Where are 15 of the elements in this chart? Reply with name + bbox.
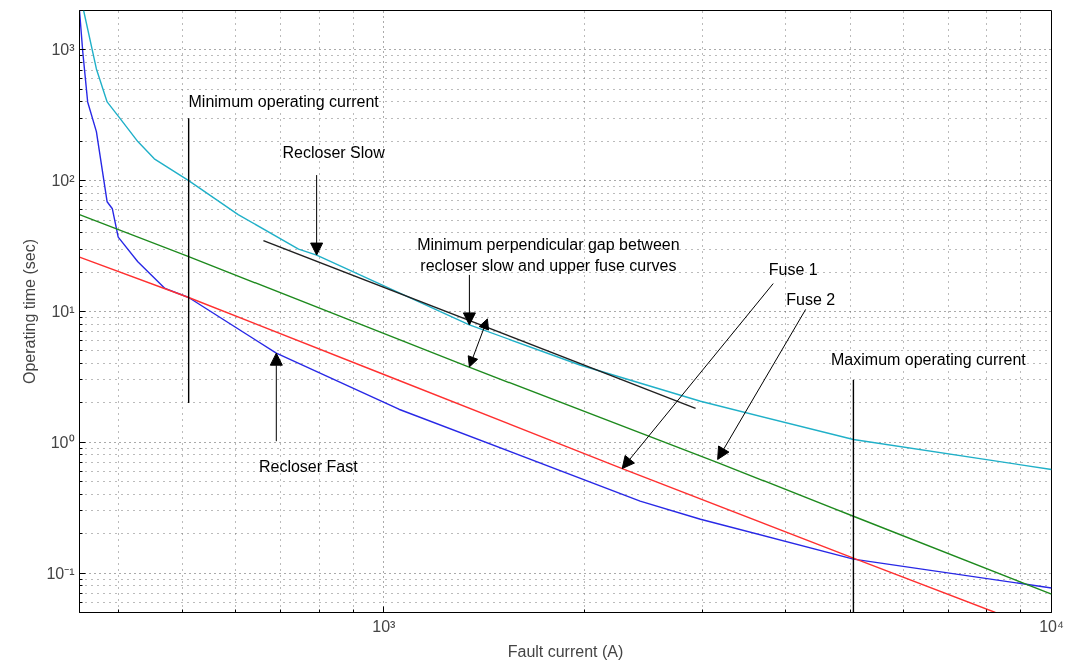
annotation: Recloser Slow — [282, 143, 386, 161]
x-axis-title: Fault current (A) — [507, 642, 624, 660]
y-tick-label: 10⁻¹ — [46, 564, 75, 582]
x-tick-label: 10⁴ — [1039, 617, 1064, 635]
annotation: Fuse 2 — [786, 290, 836, 308]
annotation: Minimum perpendicular gap between recloser slow and upper fuse curves — [417, 236, 680, 274]
annotation: Maximum operating current — [831, 351, 1027, 369]
annotation: Fuse 1 — [768, 261, 818, 279]
y-tick-label: 10¹ — [51, 303, 75, 320]
annotation: Recloser Fast — [258, 457, 359, 475]
y-tick-label: 10² — [51, 172, 76, 190]
y-tick-label: 10⁰ — [50, 433, 75, 451]
annotation: Minimum operating current — [188, 92, 380, 110]
y-tick-label: 10³ — [51, 41, 76, 59]
y-axis-title: Operating time (sec) — [21, 239, 39, 384]
